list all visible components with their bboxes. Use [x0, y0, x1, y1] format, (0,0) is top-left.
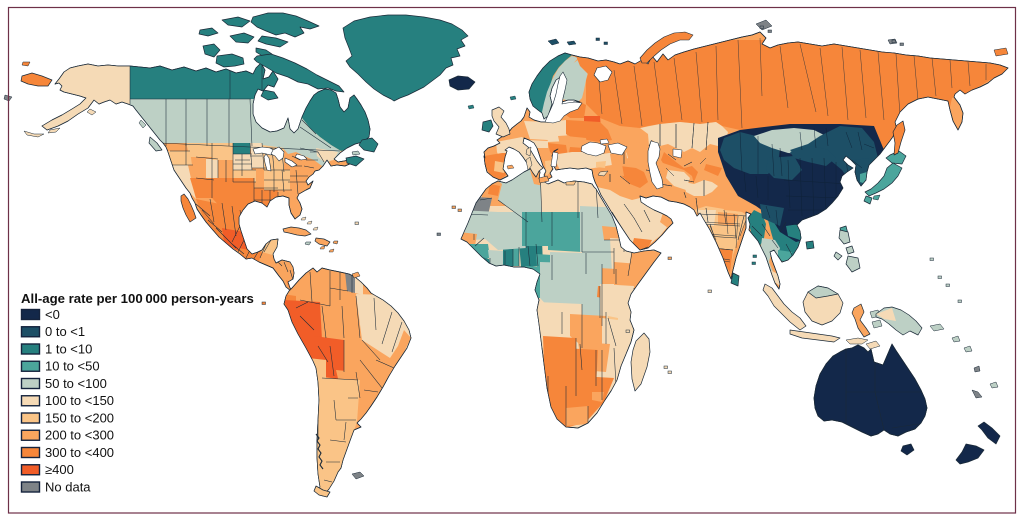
- svg-text:50 to <100: 50 to <100: [45, 376, 107, 391]
- svg-text:200 to <300: 200 to <300: [45, 428, 114, 443]
- svg-text:0 to <1: 0 to <1: [45, 324, 85, 339]
- svg-text:300 to <400: 300 to <400: [45, 445, 114, 460]
- svg-text:<0: <0: [45, 307, 60, 322]
- svg-text:10 to <50: 10 to <50: [45, 359, 100, 374]
- svg-text:1 to <10: 1 to <10: [45, 341, 92, 356]
- svg-text:≥400: ≥400: [45, 462, 74, 477]
- svg-text:All-age rate per 100 000 perso: All-age rate per 100 000 person-years: [21, 291, 254, 306]
- svg-text:150 to <200: 150 to <200: [45, 410, 114, 425]
- svg-text:No data: No data: [45, 479, 91, 494]
- svg-text:100 to <150: 100 to <150: [45, 393, 114, 408]
